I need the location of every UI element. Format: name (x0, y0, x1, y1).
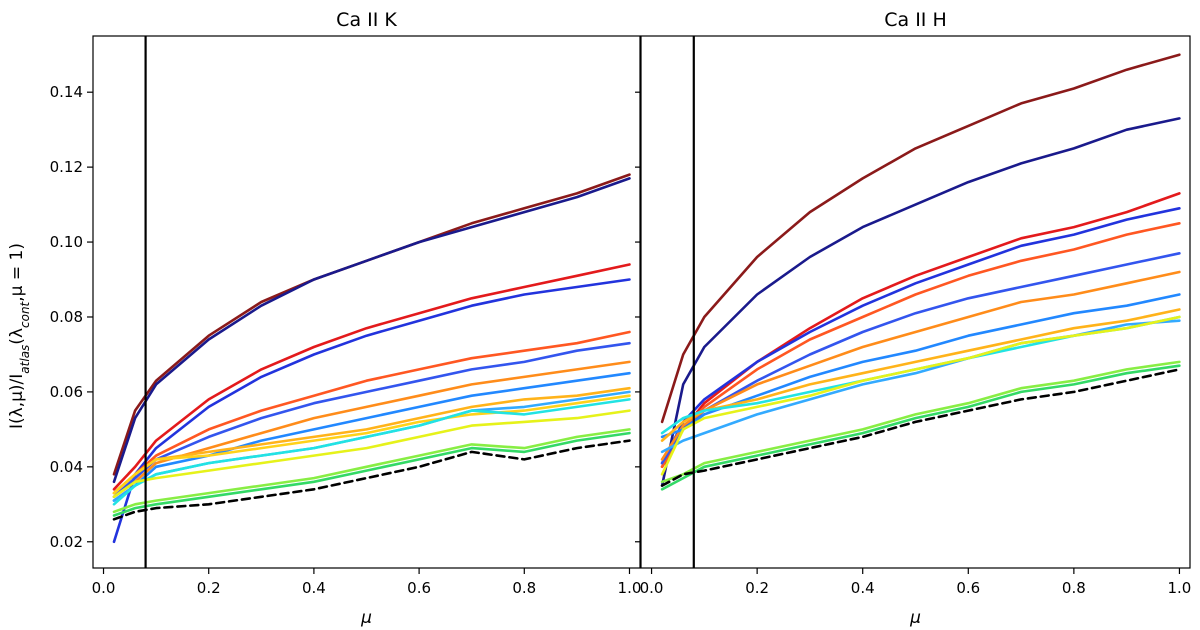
x-tick-label: 0.4 (302, 579, 326, 597)
x-tick-label: 0.8 (1062, 579, 1086, 597)
series-line-light-green (112, 428, 631, 514)
series-line-blue (112, 278, 631, 544)
series-line-blue (660, 207, 1181, 465)
series-line-green (112, 431, 631, 517)
x-tick-label: 0.0 (640, 579, 664, 597)
plot-frame (92, 35, 641, 569)
y-tick-label: 0.08 (50, 308, 83, 326)
x-tick-label: 1.0 (618, 579, 642, 597)
y-axis-label-part: I(λ,μ)/I (7, 374, 27, 429)
series-line-dodger-blue (660, 293, 1181, 439)
series-line-light-green (660, 360, 1181, 484)
y-axis-label-subscript: atlas (18, 345, 32, 374)
series-line-reference (112, 439, 631, 521)
series-line-navy (112, 177, 631, 484)
panel-ca-ii-h: 0.0 0.2 0.4 0.6 0.8 1.0 Ca II H μ (635, 9, 1191, 628)
x-tick-label: 0.6 (956, 579, 980, 597)
y-tick-label: 0.04 (50, 458, 83, 476)
panel-ca-ii-k: 0.0 0.2 0.4 0.6 0.8 1.0 0.02 0.04 0.06 0.08 0.10 0.… (50, 9, 642, 628)
y-axis-label: I(λ,μ)/Iatlas(λcont,μ = 1) (7, 243, 32, 429)
y-tick-label: 0.06 (50, 383, 83, 401)
panel-title: Ca II K (336, 9, 397, 31)
panel-title: Ca II H (884, 9, 946, 31)
series-line-orange-red (660, 222, 1181, 469)
series-line-dodger-blue (112, 371, 631, 502)
x-tick-label: 1.0 (1168, 579, 1192, 597)
x-tick-label: 0.2 (745, 579, 769, 597)
series-line-navy (660, 117, 1181, 487)
x-axis-label: μ (360, 608, 372, 628)
x-tick-label: 0.2 (197, 579, 221, 597)
y-tick-label: 0.12 (50, 158, 83, 176)
series-line-yellow (112, 409, 631, 499)
x-axis-label: μ (909, 608, 921, 628)
x-tick-label: 0.0 (92, 579, 116, 597)
series-line-orange (112, 360, 631, 499)
y-tick-label: 0.10 (50, 233, 83, 251)
series-line-orange-red (112, 330, 631, 495)
series-line-orange (660, 270, 1181, 461)
series-line-red (660, 192, 1181, 469)
series-line-medium-blue (660, 252, 1181, 465)
series-line-cyan (112, 398, 631, 506)
y-axis-label-part: ,μ = 1) (7, 243, 27, 302)
y-tick-label: 0.14 (50, 83, 83, 101)
series-line-green (660, 364, 1181, 491)
x-tick-label: 0.8 (512, 579, 536, 597)
series-group (660, 53, 1181, 491)
plot-frame (640, 35, 1191, 569)
x-tick-label: 0.6 (407, 579, 431, 597)
series-line-sky-blue (660, 319, 1181, 454)
y-tick-label: 0.02 (50, 533, 83, 551)
series-line-darkred (660, 53, 1181, 424)
series-line-red (112, 263, 631, 491)
series-line-yellow (660, 315, 1181, 476)
y-axis-label-subscript: cont (18, 300, 32, 328)
x-tick-label: 0.4 (851, 579, 875, 597)
y-axis-label-part: (λ (7, 328, 27, 345)
series-line-reference (660, 368, 1181, 487)
series-group (112, 173, 631, 544)
series-line-gold (112, 394, 631, 495)
